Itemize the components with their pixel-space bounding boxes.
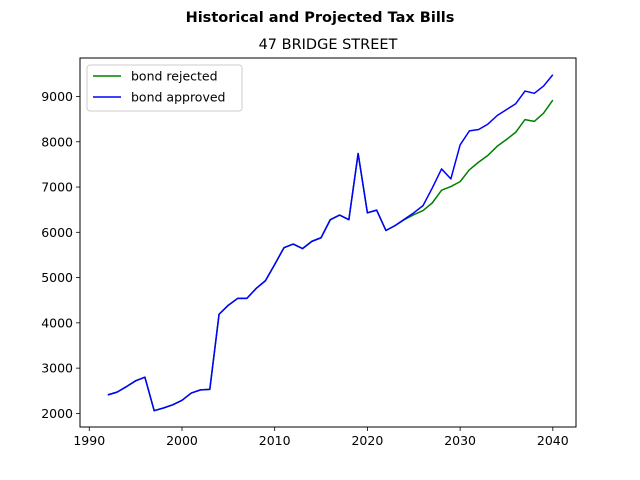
- chart-suptitle: Historical and Projected Tax Bills: [186, 10, 455, 26]
- y-tick-label-3000: 3000: [41, 361, 73, 376]
- y-tick-label-8000: 8000: [41, 134, 73, 149]
- legend: bond rejected bond approved: [86, 64, 243, 112]
- legend-label-bond-approved: bond approved: [131, 90, 225, 105]
- x-tick-label-2040: 2040: [537, 433, 569, 448]
- chart-title: 47 BRIDGE STREET: [259, 37, 398, 53]
- y-tick-label-5000: 5000: [41, 270, 73, 285]
- x-tick-label-2010: 2010: [259, 433, 291, 448]
- x-tick-label-2000: 2000: [166, 433, 198, 448]
- x-tick-label-2020: 2020: [351, 433, 383, 448]
- x-axis: 1990 2000 2010 2020 2030 2040: [73, 427, 569, 448]
- y-tick-label-9000: 9000: [41, 89, 73, 104]
- legend-label-bond-rejected: bond rejected: [131, 69, 218, 84]
- x-tick-label-1990: 1990: [73, 433, 105, 448]
- y-tick-label-2000: 2000: [41, 406, 73, 421]
- legend-box: [86, 64, 243, 112]
- series-line-bond-approved: [107, 74, 554, 412]
- y-tick-label-6000: 6000: [41, 225, 73, 240]
- x-tick-label-2030: 2030: [444, 433, 476, 448]
- y-tick-label-4000: 4000: [41, 315, 73, 330]
- y-axis: 2000 3000 4000 5000 6000 7000 8000 9000: [41, 89, 80, 421]
- series-line-bond-rejected: [107, 99, 554, 412]
- plot-frame: [79, 57, 577, 428]
- y-tick-label-7000: 7000: [41, 180, 73, 195]
- plot-lines: [107, 74, 554, 412]
